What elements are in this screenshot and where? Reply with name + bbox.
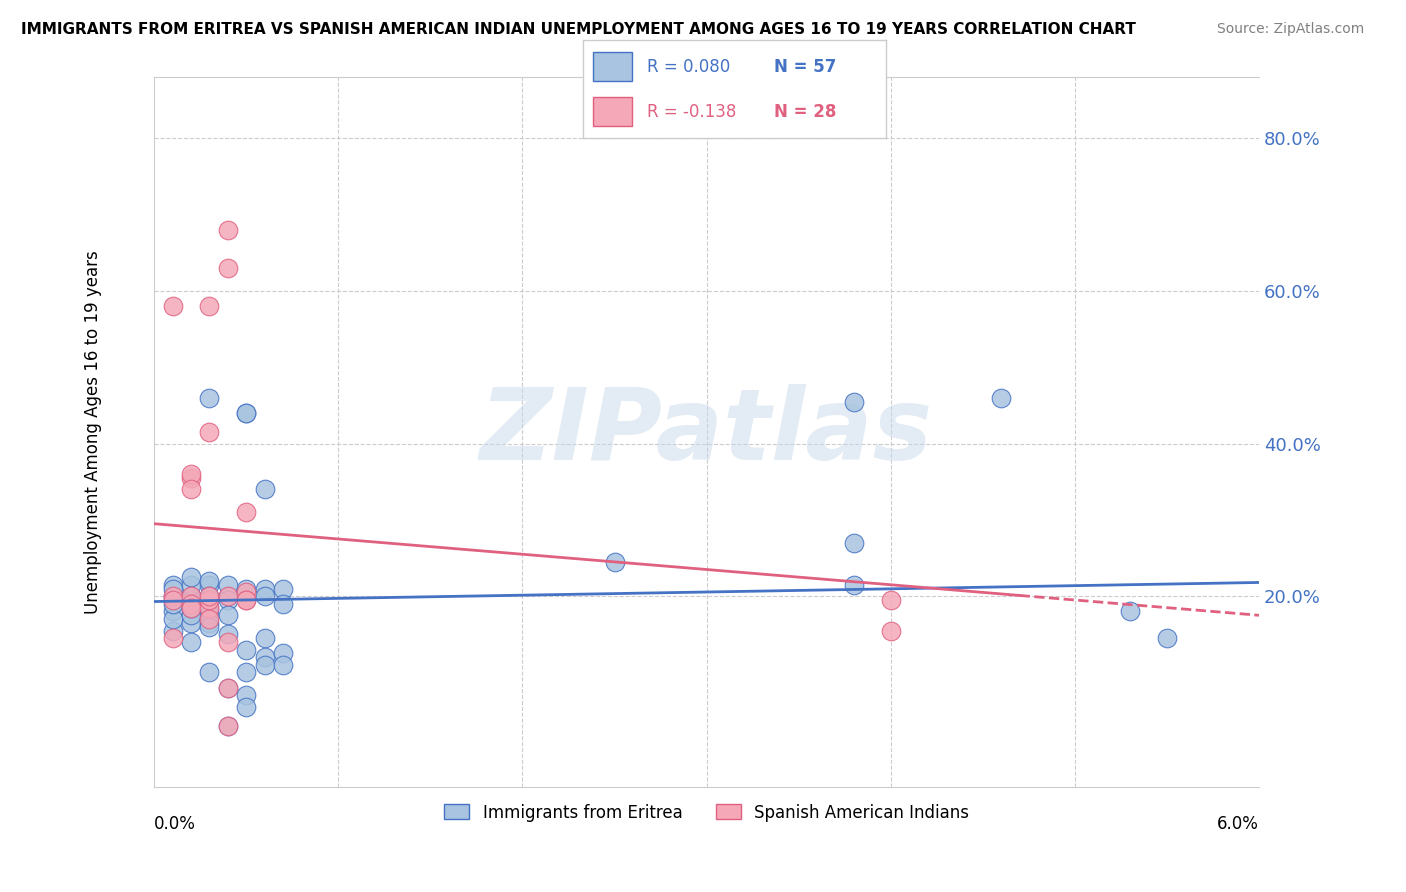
- Point: [217, 578, 239, 592]
- Point: [217, 261, 239, 276]
- Point: [198, 299, 221, 313]
- Text: Unemployment Among Ages 16 to 19 years: Unemployment Among Ages 16 to 19 years: [84, 251, 103, 614]
- Point: [198, 578, 221, 592]
- Point: [880, 593, 903, 607]
- Point: [217, 681, 239, 695]
- Text: 0.0%: 0.0%: [155, 815, 195, 833]
- Point: [603, 555, 626, 569]
- Point: [217, 719, 239, 733]
- Point: [180, 635, 202, 649]
- Point: [198, 612, 221, 626]
- Point: [842, 578, 865, 592]
- FancyBboxPatch shape: [592, 97, 631, 127]
- Point: [180, 471, 202, 485]
- Point: [235, 582, 257, 596]
- Point: [271, 582, 294, 596]
- Point: [217, 681, 239, 695]
- Point: [198, 665, 221, 680]
- Point: [253, 483, 276, 497]
- Point: [180, 600, 202, 615]
- Point: [198, 589, 221, 603]
- Point: [235, 593, 257, 607]
- Point: [162, 593, 184, 607]
- Point: [162, 299, 184, 313]
- Text: 6.0%: 6.0%: [1218, 815, 1258, 833]
- Point: [217, 589, 239, 603]
- FancyBboxPatch shape: [592, 52, 631, 81]
- Point: [1119, 604, 1142, 618]
- Point: [180, 483, 202, 497]
- Point: [180, 615, 202, 630]
- Point: [162, 582, 184, 596]
- Point: [180, 608, 202, 623]
- Point: [217, 627, 239, 641]
- Point: [271, 657, 294, 672]
- Point: [198, 608, 221, 623]
- Point: [235, 593, 257, 607]
- Text: Source: ZipAtlas.com: Source: ZipAtlas.com: [1216, 22, 1364, 37]
- Text: R = 0.080: R = 0.080: [647, 58, 730, 76]
- Text: IMMIGRANTS FROM ERITREA VS SPANISH AMERICAN INDIAN UNEMPLOYMENT AMONG AGES 16 TO: IMMIGRANTS FROM ERITREA VS SPANISH AMERI…: [21, 22, 1136, 37]
- Point: [162, 604, 184, 618]
- Point: [253, 589, 276, 603]
- Point: [271, 597, 294, 611]
- Point: [235, 665, 257, 680]
- Point: [235, 505, 257, 519]
- Point: [253, 631, 276, 645]
- Point: [253, 657, 276, 672]
- Point: [198, 615, 221, 630]
- Point: [180, 570, 202, 584]
- Legend: Immigrants from Eritrea, Spanish American Indians: Immigrants from Eritrea, Spanish America…: [437, 797, 976, 829]
- Point: [162, 589, 184, 603]
- Point: [253, 650, 276, 665]
- Point: [198, 600, 221, 615]
- Point: [235, 642, 257, 657]
- Point: [235, 585, 257, 599]
- Point: [180, 467, 202, 482]
- Point: [198, 425, 221, 440]
- Point: [180, 593, 202, 607]
- Text: N = 28: N = 28: [773, 103, 837, 120]
- Point: [162, 597, 184, 611]
- Point: [198, 574, 221, 588]
- Point: [162, 631, 184, 645]
- Point: [217, 589, 239, 603]
- Point: [217, 608, 239, 623]
- Point: [180, 589, 202, 603]
- Point: [180, 578, 202, 592]
- Point: [842, 536, 865, 550]
- Point: [235, 406, 257, 420]
- Point: [162, 589, 184, 603]
- Point: [198, 600, 221, 615]
- Point: [198, 620, 221, 634]
- Point: [180, 597, 202, 611]
- Point: [162, 578, 184, 592]
- Point: [162, 624, 184, 638]
- Text: ZIPatlas: ZIPatlas: [479, 384, 934, 481]
- Point: [235, 699, 257, 714]
- Point: [217, 635, 239, 649]
- Point: [162, 612, 184, 626]
- Text: N = 57: N = 57: [773, 58, 837, 76]
- Point: [198, 589, 221, 603]
- Point: [162, 593, 184, 607]
- Point: [271, 647, 294, 661]
- Point: [1156, 631, 1178, 645]
- Point: [180, 600, 202, 615]
- Point: [198, 391, 221, 405]
- Point: [235, 689, 257, 703]
- Point: [253, 582, 276, 596]
- Point: [180, 589, 202, 603]
- Point: [990, 391, 1012, 405]
- Point: [842, 394, 865, 409]
- Point: [217, 719, 239, 733]
- Point: [198, 593, 221, 607]
- Point: [217, 223, 239, 237]
- Point: [235, 406, 257, 420]
- Point: [880, 624, 903, 638]
- Point: [217, 593, 239, 607]
- Point: [198, 593, 221, 607]
- Text: R = -0.138: R = -0.138: [647, 103, 737, 120]
